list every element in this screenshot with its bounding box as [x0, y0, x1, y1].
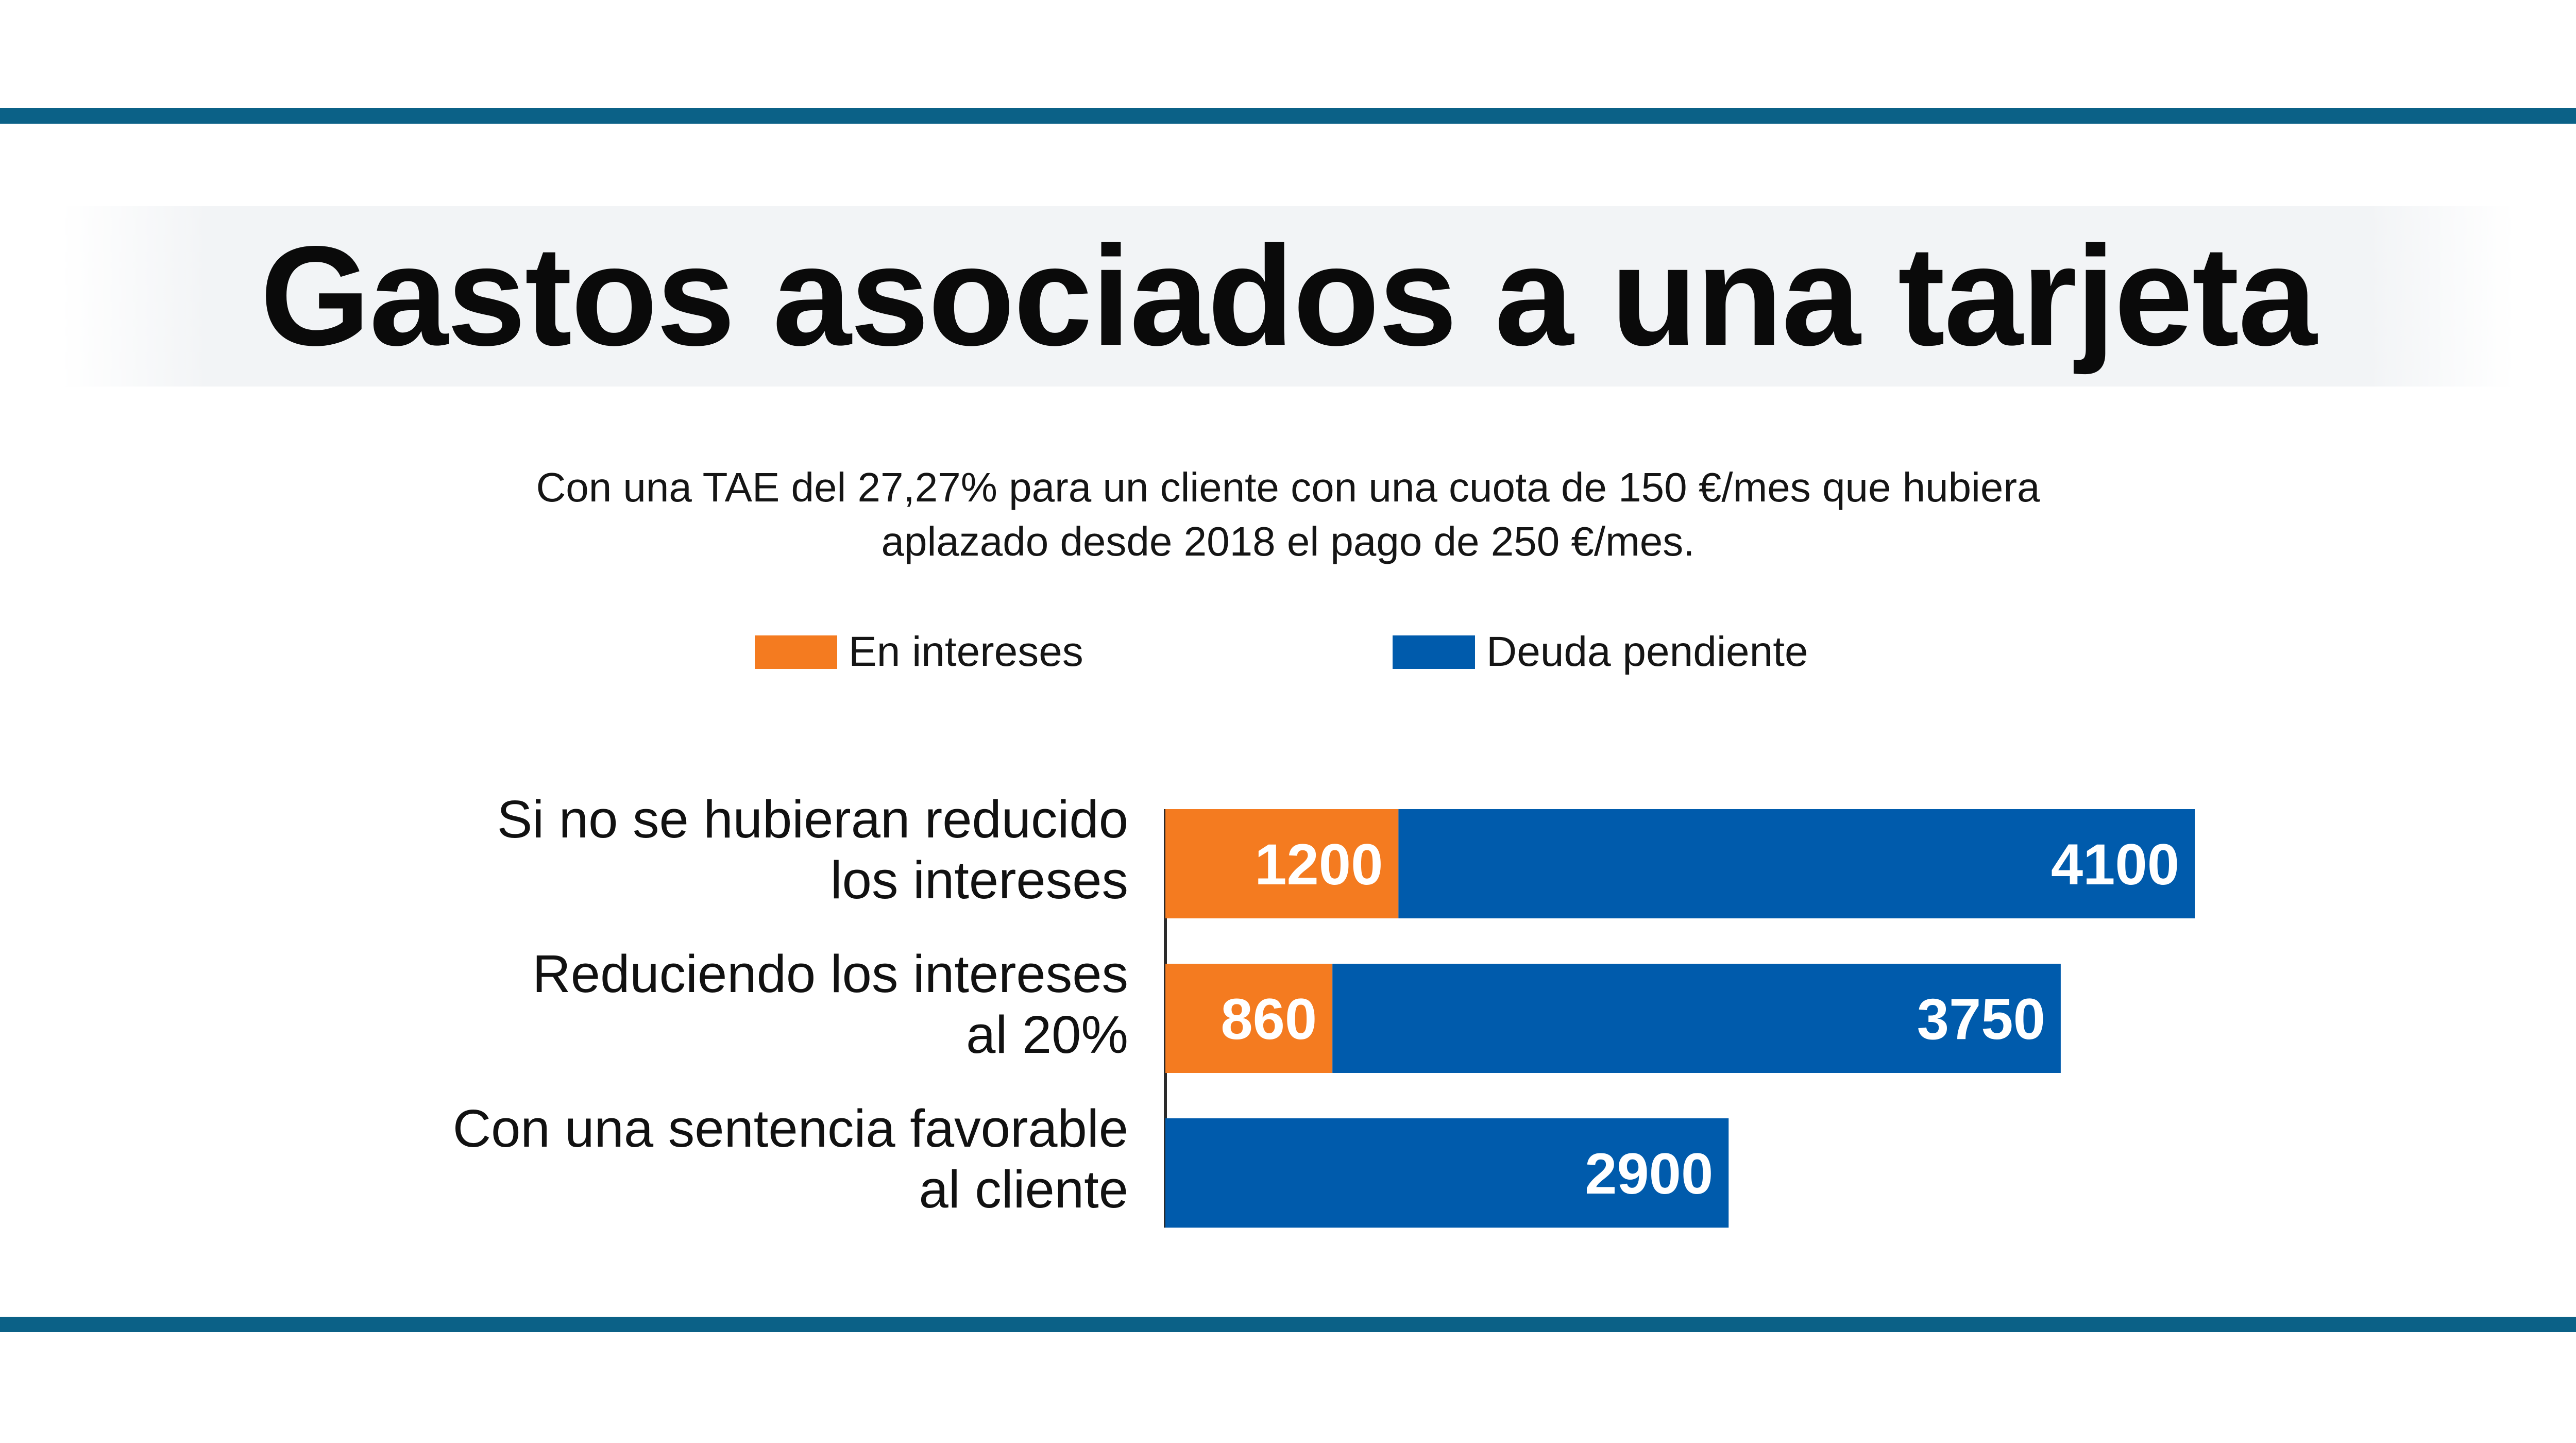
- bar-segment-interest: [1165, 809, 1399, 918]
- top-rule: [0, 108, 2576, 124]
- bar-value-interest: 1200: [1255, 832, 1383, 897]
- chart-subtitle: Con una TAE del 27,27% para un cliente c…: [361, 460, 2215, 568]
- title-band: [62, 206, 2514, 387]
- bottom-rule: [0, 1317, 2576, 1332]
- subtitle-line-2: aplazado desde 2018 el pago de 250 €/mes…: [881, 518, 1695, 564]
- bar-value-debt: 2900: [1585, 1142, 1713, 1206]
- category-label: Si no se hubieran reducido los intereses: [497, 790, 1128, 910]
- legend-label-debt: Deuda pendiente: [1486, 628, 1808, 675]
- bar-segment-debt: [1165, 1118, 1729, 1228]
- bar-segment-debt: [1398, 809, 2195, 918]
- category-label: Con una sentencia favorable al cliente: [453, 1099, 1128, 1219]
- subtitle-line-1: Con una TAE del 27,27% para un cliente c…: [536, 464, 2040, 510]
- bar-value-debt: 3750: [1917, 987, 2045, 1051]
- bar-segment-debt: [1332, 964, 2061, 1073]
- bar-value-interest: 860: [1221, 987, 1317, 1051]
- legend-label-interest: En intereses: [849, 628, 1083, 675]
- category-label: Reduciendo los intereses al 20%: [532, 944, 1128, 1064]
- bar-value-debt: 4100: [2051, 832, 2179, 897]
- bar-segment-interest: [1165, 964, 1333, 1073]
- legend-swatch-debt: [1393, 635, 1475, 669]
- legend-swatch-interest: [755, 635, 837, 669]
- chart-title: Gastos asociados a una tarjeta: [260, 217, 2317, 375]
- legend-item-interest: En intereses: [755, 626, 1083, 678]
- legend-item-debt: Deuda pendiente: [1393, 626, 1808, 678]
